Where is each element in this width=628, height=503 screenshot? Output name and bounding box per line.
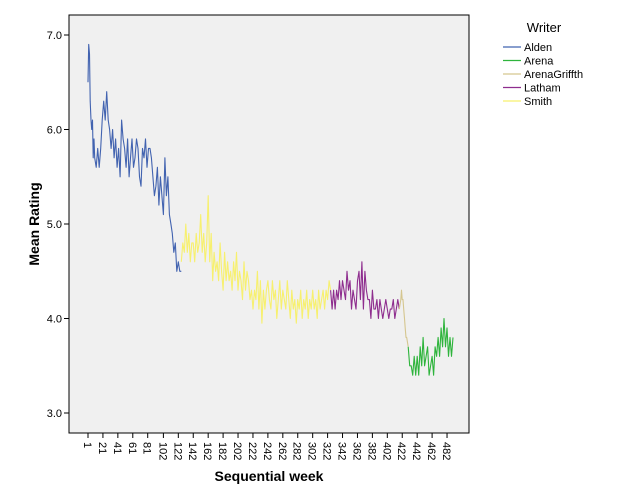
series-layer [87,43,454,376]
x-tick-label: 462 [425,442,437,460]
x-tick-label: 422 [395,442,407,460]
x-tick-label: 41 [111,442,123,454]
legend-label-arenagriffth: ArenaGriffth [524,69,583,81]
x-tick-label: 61 [126,442,138,454]
x-tick-label: 102 [156,442,168,460]
x-tick-label: 202 [231,442,243,460]
x-tick-label: 122 [171,442,183,460]
x-tick-label: 362 [351,442,363,460]
x-tick-label: 222 [246,442,258,460]
y-tick-label: 4.0 [47,314,62,326]
y-axis-title: Mean Rating [26,182,42,265]
y-tick-label: 7.0 [47,30,62,42]
x-tick-label: 162 [201,442,213,460]
axes-layer: 3.04.05.06.07.01 21 41 61 81 102 122 142 162 182 2… [47,30,452,460]
legend-title: Writer [527,20,562,35]
x-tick-label: 21 [96,442,108,454]
y-tick-label: 3.0 [47,408,62,420]
series-line-smith [180,195,332,324]
x-tick-label: 282 [291,442,303,460]
x-tick-label: 302 [306,442,318,460]
x-tick-label: 382 [365,442,377,460]
plot-area [68,14,470,434]
y-tick-label: 6.0 [47,125,62,137]
x-tick-label: 182 [216,442,228,460]
x-tick-label: 142 [186,442,198,460]
x-tick-label: 442 [410,442,422,460]
legend-label-alden: Alden [524,42,552,54]
x-tick-label: 482 [440,442,452,460]
x-tick-label: 342 [336,442,348,460]
x-axis-title: Sequential week [215,468,324,484]
x-tick-label: 81 [141,442,153,454]
x-tick-label: 1 [81,442,93,448]
series-line-latham [330,261,400,320]
x-tick-label: 322 [321,442,333,460]
legend-label-arena: Arena [524,56,554,68]
y-tick-label: 5.0 [47,219,62,231]
series-line-arenagriffth [398,289,409,347]
x-tick-label: 402 [380,442,392,460]
legend-label-latham: Latham [524,83,561,95]
x-tick-label: 262 [276,442,288,460]
legend-label-smith: Smith [524,96,552,108]
series-line-arena [407,317,454,376]
x-tick-label: 242 [261,442,273,460]
series-line-alden [87,43,182,272]
